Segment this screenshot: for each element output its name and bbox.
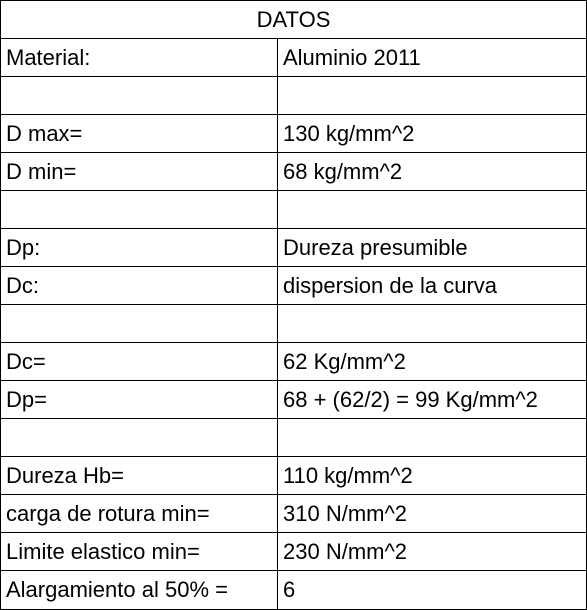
row-value: dispersion de la curva	[283, 272, 498, 298]
table-row: Dp= 68 + (62/2) = 99 Kg/mm^2	[1, 381, 586, 419]
row-value: 310 N/mm^2	[283, 500, 408, 526]
table-row	[1, 305, 586, 343]
row-value	[278, 191, 586, 228]
row-label: carga de rotura min=	[1, 495, 278, 532]
row-value: 68 kg/mm^2	[283, 158, 403, 184]
table-row	[1, 419, 586, 457]
row-value: Aluminio 2011	[283, 44, 421, 70]
row-label	[1, 77, 278, 114]
row-value: 68 + (62/2) = 99 Kg/mm^2	[283, 386, 538, 412]
row-label: D max=	[1, 115, 278, 152]
table-row: Dc: dispersion de la curva	[1, 267, 586, 305]
row-value: 6	[283, 577, 296, 602]
row-label	[1, 191, 278, 228]
row-label: Material:	[1, 39, 278, 76]
row-value	[278, 305, 586, 342]
row-value	[278, 419, 586, 456]
table-row	[1, 77, 586, 115]
row-label: Dp=	[1, 381, 278, 418]
row-label: Dp:	[1, 229, 278, 266]
row-value: 110 kg/mm^2	[283, 462, 413, 488]
table-row: Dp: Dureza presumible	[1, 229, 586, 267]
row-label: Limite elastico min=	[1, 533, 278, 570]
row-label: Dc:	[1, 267, 278, 304]
table-title: DATOS	[1, 1, 586, 39]
row-value: Dureza presumible	[283, 234, 468, 260]
row-label: Dureza Hb=	[1, 457, 278, 494]
row-label: D min=	[1, 153, 278, 190]
table-row: Material: Aluminio 2011	[1, 39, 586, 77]
row-label	[1, 419, 278, 456]
table-row: Dc= 62 Kg/mm^2	[1, 343, 586, 381]
table-row: D max= 130 kg/mm^2	[1, 115, 586, 153]
table-row	[1, 191, 586, 229]
row-value: 62 Kg/mm^2	[283, 348, 406, 374]
row-value: 230 N/mm^2	[283, 538, 408, 564]
row-value: 130 kg/mm^2	[283, 120, 415, 146]
table-row: Limite elastico min= 230 N/mm^2	[1, 533, 586, 571]
table-row: Alargamiento al 50% = 6	[1, 571, 586, 609]
table-row: carga de rotura min= 310 N/mm^2	[1, 495, 586, 533]
row-label	[1, 305, 278, 342]
row-label: Alargamiento al 50% =	[1, 571, 278, 609]
row-label: Dc=	[1, 343, 278, 380]
row-value	[278, 77, 586, 114]
table-row: Dureza Hb= 110 kg/mm^2	[1, 457, 586, 495]
table-row: D min= 68 kg/mm^2	[1, 153, 586, 191]
